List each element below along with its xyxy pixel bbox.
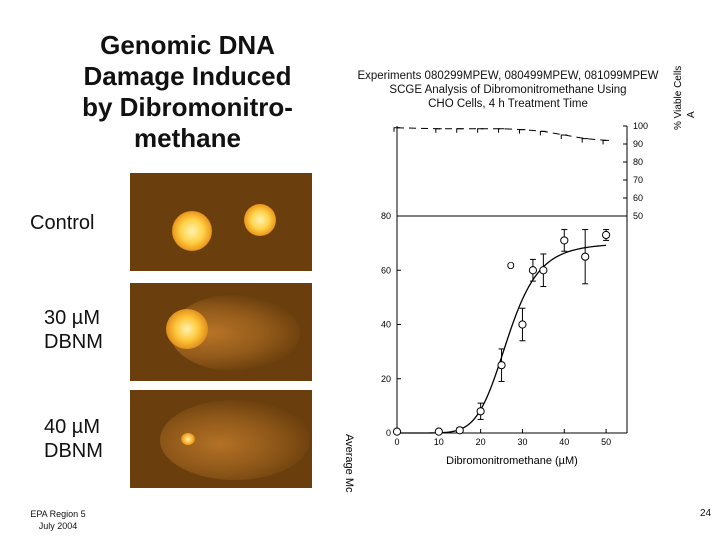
y-right-tick-label-2: 70: [633, 175, 643, 185]
y-left-tick-label-0: 0: [386, 428, 391, 438]
viability-point-5: [518, 129, 526, 134]
damage-point-9: [581, 252, 590, 261]
label-30um-line2: DBNM: [44, 331, 103, 353]
x-axis-label: Dibromonitromethane (µM): [446, 455, 578, 467]
viability-point-0: [393, 127, 400, 132]
viability-point-4: [498, 128, 505, 133]
slide-title: Genomic DNA Damage Induced by Dibromonit…: [55, 30, 320, 154]
title-line-2: Damage Induced: [83, 61, 292, 91]
footer: EPA Region 5 July 2004: [28, 508, 88, 532]
label-40um: 40 µM DBNM: [44, 415, 103, 463]
y-axis-left-label: Average Mc: [343, 434, 355, 493]
chart-title-line-3: CHO Cells, 4 h Treatment Time: [428, 98, 588, 110]
y-axis-right-extra: A: [686, 111, 697, 118]
label-40um-line1: 40 µM: [44, 416, 100, 438]
x-tick-label-2: 20: [476, 437, 486, 447]
chart-title-line-2: SCGE Analysis of Dibromonitromethane Usi…: [389, 84, 627, 96]
x-tick-label-4: 40: [559, 437, 569, 447]
y-right-tick-label-5: 100: [633, 121, 648, 131]
footer-line-1: EPA Region 5: [30, 509, 86, 519]
y-left-tick-label-2: 40: [381, 320, 391, 330]
viability-point-6: [539, 130, 547, 136]
x-tick-label-1: 10: [434, 437, 444, 447]
label-40um-line2: DBNM: [44, 440, 103, 462]
viability-point-8: [581, 138, 589, 143]
chart-title: Experiments 080299MPEW, 080499MPEW, 0810…: [338, 69, 678, 111]
y-right-tick-label-0: 50: [633, 211, 643, 221]
label-30um: 30 µM DBNM: [44, 306, 103, 354]
comet-image-control: [130, 173, 312, 271]
title-line-3: by Dibromonitro-: [82, 92, 293, 122]
comet-head-1: [172, 211, 212, 251]
viability-point-9: [602, 139, 610, 145]
label-control: Control: [30, 212, 95, 234]
label-30um-line1: 30 µM: [44, 307, 100, 329]
damage-point-5: [518, 320, 527, 329]
damage-point-3: [476, 407, 485, 416]
y-left-tick-label-3: 60: [381, 265, 391, 275]
damage-point-7: [539, 266, 548, 275]
viability-point-3: [477, 128, 484, 133]
comet-head-2: [244, 204, 276, 236]
damage-point-0: [392, 427, 402, 436]
x-tick-label-5: 50: [601, 437, 611, 447]
y-left-tick-label-1: 20: [381, 374, 391, 384]
damage-point-1: [434, 427, 443, 436]
y-axis-right-label: % Viable Cells: [673, 66, 684, 130]
y-right-tick-label-4: 90: [633, 139, 643, 149]
x-tick-label-0: 0: [394, 437, 399, 447]
x-tick-label-3: 30: [517, 437, 527, 447]
chart-title-line-1: Experiments 080299MPEW, 080499MPEW, 0810…: [357, 70, 659, 82]
page-number: 24: [700, 508, 712, 519]
comet-image-30um: [130, 283, 312, 381]
viability-point-7: [560, 134, 568, 139]
y-right-tick-label-1: 60: [633, 193, 643, 203]
title-line-1: Genomic DNA: [100, 30, 275, 60]
comet-head-40: [181, 433, 195, 445]
comet-image-40um: [130, 390, 312, 488]
viability-trend-line: [396, 127, 607, 141]
y-left-tick-label-4: 80: [381, 211, 391, 221]
damage-point-6: [528, 266, 538, 275]
title-line-4: methane: [134, 123, 241, 153]
footer-line-2: July 2004: [38, 521, 78, 531]
damage-point-8: [560, 236, 569, 245]
fit-curve: [397, 244, 607, 434]
damage-point-2: [455, 426, 464, 435]
damage-point-10: [601, 230, 611, 240]
damage-point-4: [497, 361, 506, 370]
open-marker-legend: O: [507, 261, 515, 272]
comet-head-30: [166, 309, 208, 349]
y-right-tick-label-3: 80: [633, 157, 643, 167]
viability-point-2: [456, 128, 463, 133]
viability-point-1: [435, 128, 442, 133]
